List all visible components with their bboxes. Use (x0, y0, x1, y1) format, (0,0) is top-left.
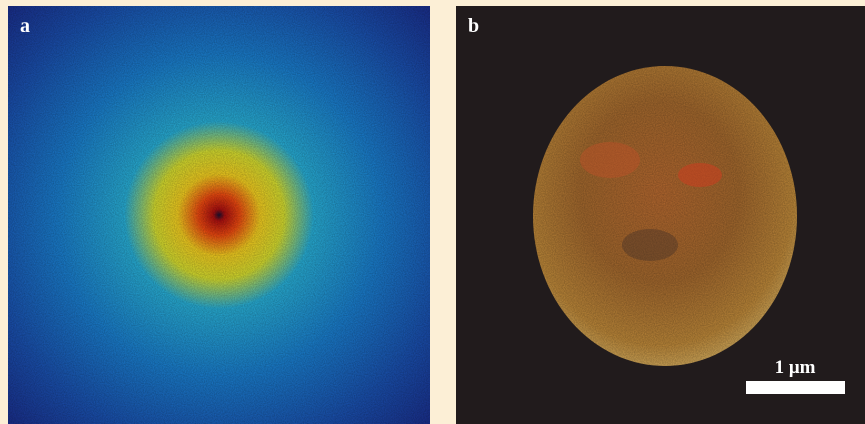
noise-texture (8, 6, 430, 424)
panel-a: a (8, 6, 430, 424)
panel-label: a (20, 15, 30, 37)
cell-feature (580, 142, 640, 178)
cell-feature (622, 229, 678, 261)
panel-b: b 1 μm (456, 6, 865, 424)
panel-label: b (468, 15, 479, 37)
noise-texture (533, 66, 797, 366)
scale-bar (746, 381, 845, 394)
figure: a b 1 μm (0, 0, 865, 424)
scale-bar-label: 1 μm (775, 357, 816, 378)
cell-feature (678, 163, 722, 187)
page: a b 1 μm (() => { const data = JSON.pars… (0, 0, 865, 424)
